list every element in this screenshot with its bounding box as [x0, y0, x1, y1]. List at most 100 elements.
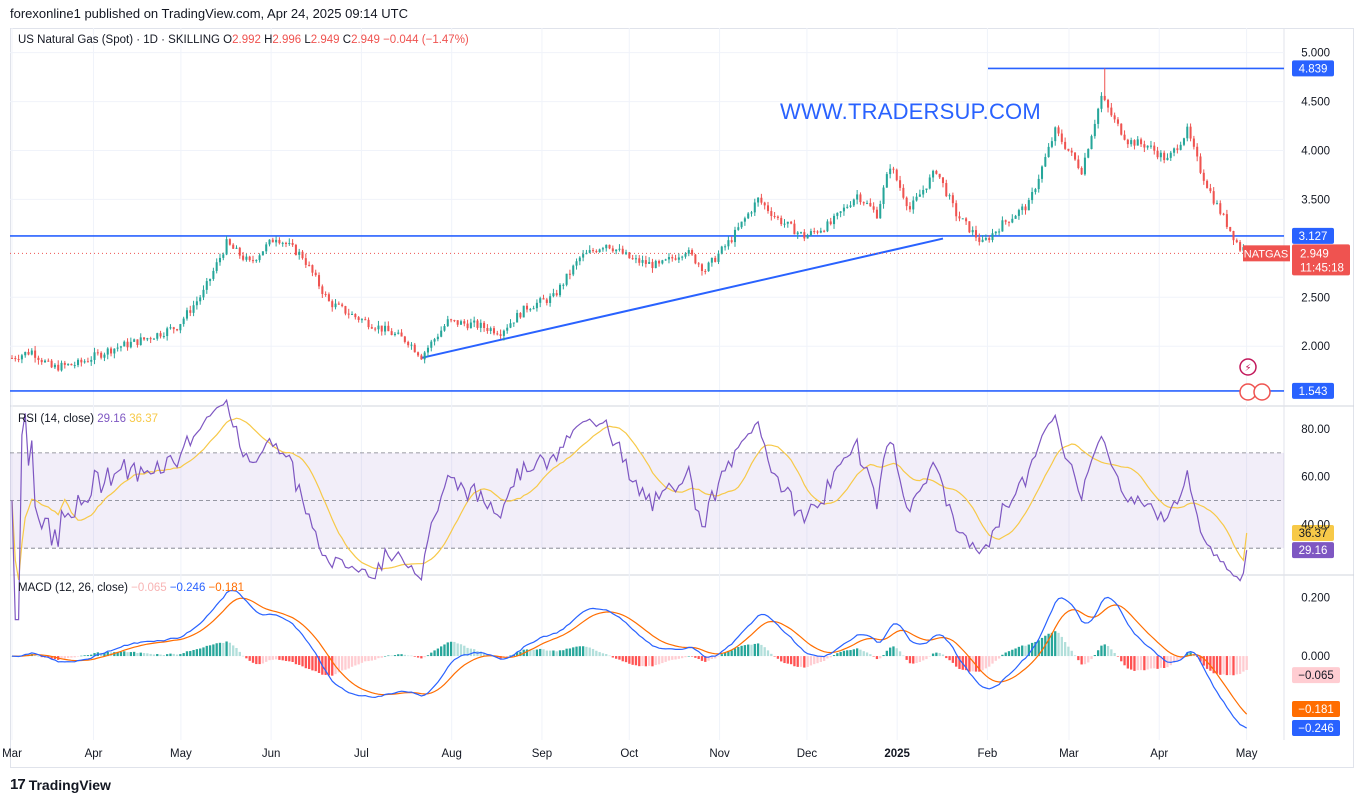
- candle-body: [899, 180, 902, 188]
- candle-body: [83, 361, 86, 363]
- candle-body: [281, 242, 284, 244]
- candle-body: [506, 327, 509, 331]
- macd-histogram-bar: [307, 656, 311, 670]
- candle-body: [1080, 168, 1083, 175]
- candle-body: [90, 359, 93, 362]
- candle-body: [799, 232, 803, 234]
- macd-histogram-bar: [1100, 645, 1103, 657]
- candle-body: [311, 265, 314, 273]
- macd-histogram-bar: [892, 646, 895, 657]
- macd-histogram-bar: [562, 650, 565, 657]
- macd-histogram-bar: [971, 656, 974, 672]
- candle-body: [707, 262, 710, 272]
- macd-histogram-bar: [1238, 656, 1242, 674]
- candle-body: [179, 324, 182, 331]
- candle-body: [1057, 127, 1060, 134]
- candle-body: [918, 194, 921, 197]
- time-axis: Mar Apr May Jun Jul Aug Sep Oct Nov Dec 2025 Feb Mar…: [2, 748, 1258, 760]
- candle-body: [1133, 140, 1136, 146]
- candle-body: [360, 319, 363, 321]
- candle-body: [238, 247, 241, 256]
- candle-body: [965, 218, 968, 222]
- price-line-tag-box: [1292, 382, 1334, 399]
- candle-body: [57, 364, 60, 371]
- rsi-legend[interactable]: RSI (14, close) 29.16 36.37: [18, 413, 158, 425]
- candle-body: [700, 264, 704, 271]
- macd-histogram-bar: [314, 656, 317, 672]
- symbol-legend[interactable]: US Natural Gas (Spot) · 1D · SKILLING O2…: [18, 34, 469, 46]
- macd-histogram-bar: [535, 649, 539, 657]
- candle-body: [218, 257, 222, 263]
- candle-body: [1163, 152, 1166, 161]
- candle-body: [1100, 95, 1103, 109]
- macd-histogram-bar: [641, 656, 644, 666]
- candle-body: [331, 301, 334, 308]
- macd-histogram-bar: [902, 655, 905, 657]
- candle-body: [512, 322, 515, 324]
- macd-histogram-bar: [1202, 656, 1205, 666]
- candle-body: [846, 206, 849, 208]
- macd-histogram-bar: [796, 656, 799, 667]
- candle-body: [747, 213, 750, 219]
- candle-body: [588, 250, 591, 253]
- tradingview-footer[interactable]: 17 TradingView: [10, 776, 111, 793]
- macd-histogram-bar: [733, 648, 737, 657]
- candle-body: [823, 230, 826, 232]
- symbol-name-tag-box: [1243, 245, 1290, 262]
- macd-end-tag-box: [1292, 720, 1340, 737]
- candle-body: [651, 261, 654, 269]
- macd-histogram-bar: [265, 656, 268, 662]
- macd-histogram-bar: [532, 649, 535, 657]
- macd-histogram-bar: [816, 656, 819, 664]
- macd-histogram-bar: [852, 649, 855, 657]
- macd-histogram-bar: [1215, 656, 1219, 674]
- macd-histogram-bar: [278, 656, 281, 660]
- macd-histogram-bar: [241, 655, 245, 657]
- macd-histogram-bar: [199, 648, 202, 657]
- macd-histogram-bar: [664, 656, 667, 662]
- candle-body: [1229, 226, 1232, 231]
- candle-body: [562, 284, 565, 286]
- candle-body: [417, 352, 420, 356]
- macd-histogram-bar: [710, 656, 714, 659]
- candle-body: [1143, 144, 1146, 148]
- macd-histogram-bar: [440, 646, 443, 657]
- candle-body: [575, 261, 578, 266]
- candle-body: [255, 260, 258, 262]
- macd-histogram-bar: [238, 651, 241, 657]
- macd-histogram-bar: [225, 641, 228, 657]
- candle-body: [697, 263, 700, 265]
- candle-body: [1232, 230, 1235, 241]
- chart-frame: [10, 28, 1354, 768]
- macd-histogram-bar: [595, 650, 598, 657]
- macd-histogram-bar: [865, 652, 869, 657]
- high-value: 2.996: [272, 34, 302, 46]
- candle-body: [1176, 148, 1179, 150]
- candle-body: [291, 242, 294, 245]
- macd-histogram-bar: [1126, 656, 1130, 669]
- macd-histogram-bar: [350, 656, 354, 667]
- macd-histogram-bar: [469, 648, 473, 657]
- macd-histogram-bar: [142, 653, 146, 657]
- candle-body: [776, 216, 779, 218]
- macd-end-tag-box: [1292, 667, 1340, 684]
- candle-body: [318, 275, 321, 287]
- macd-histogram-bar: [195, 649, 199, 657]
- macd-histogram-bar: [1077, 656, 1080, 661]
- macd-histogram-bar: [459, 644, 463, 657]
- candle-body: [740, 221, 743, 228]
- macd-histogram-bar: [839, 651, 842, 657]
- macd-histogram-bar: [945, 656, 948, 659]
- candle-body: [384, 325, 387, 332]
- candle-body: [991, 233, 994, 241]
- candle-body: [549, 296, 552, 303]
- macd-histogram-bar: [750, 644, 753, 657]
- macd-histogram-bar: [139, 652, 142, 657]
- candle-body: [344, 306, 347, 314]
- macd-histogram-bar: [677, 656, 681, 659]
- macd-legend[interactable]: MACD (12, 26, close) −0.065 −0.246 −0.18…: [18, 582, 244, 594]
- candle-body: [459, 321, 463, 325]
- candle-body: [1074, 152, 1077, 160]
- price-tick-label: 4.000: [1301, 146, 1330, 158]
